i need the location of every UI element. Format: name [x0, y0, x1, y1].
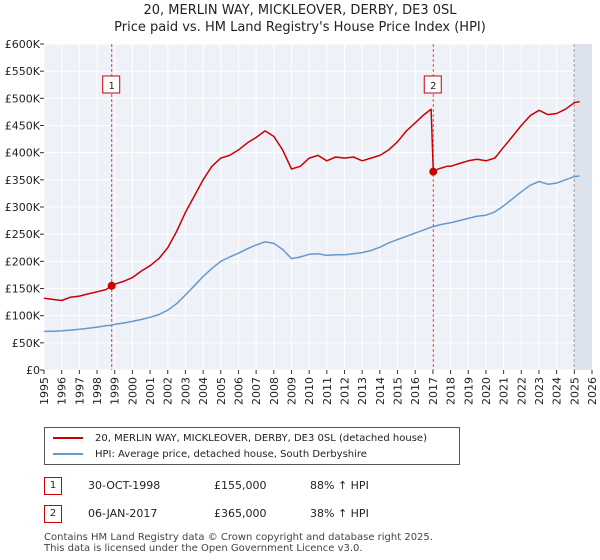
legend-hpi-label: HPI: Average price, detached house, Sout…	[95, 448, 367, 460]
x-tick-label: 2021	[498, 377, 511, 405]
sale-badge-2: 2	[44, 505, 62, 523]
sale-points	[107, 167, 438, 290]
x-tick-label: 2009	[285, 377, 298, 405]
x-tick-label: 2006	[232, 377, 245, 405]
sale-hpi-change-1: 88% ↑ HPI	[310, 479, 369, 492]
footer-attribution: Contains HM Land Registry data © Crown c…	[44, 532, 433, 554]
y-tick-label: £550K	[5, 65, 41, 78]
price-chart: £0 £50K £100K £150K £200K £250K £300K £350K £400…	[5, 38, 599, 405]
gridlines	[43, 43, 593, 371]
y-axis: £0 £50K £100K £150K £200K £250K £300K £350K £400…	[5, 38, 44, 377]
y-tick-label: £500K	[5, 92, 41, 105]
sale-row-2: 2 06-JAN-2017 £365,000 38% ↑ HPI	[44, 505, 584, 525]
legend-property-label: 20, MERLIN WAY, MICKLEOVER, DERBY, DE3 0…	[95, 432, 427, 444]
y-tick-label: £300K	[5, 201, 41, 214]
property-series-line	[43, 100, 580, 302]
chart-title-line2: Price paid vs. HM Land Registry's House …	[114, 20, 486, 35]
x-tick-label: 2010	[303, 377, 316, 405]
footer-line-2: This data is licensed under the Open Gov…	[44, 543, 363, 554]
sale-hpi-change-2: 38% ↑ HPI	[310, 507, 369, 520]
sale-date-1: 30-OCT-1998	[88, 479, 161, 492]
x-tick-label: 1999	[109, 377, 122, 405]
x-tick-label: 1997	[73, 377, 86, 405]
legend-item-hpi: HPI: Average price, detached house, Sout…	[53, 446, 367, 462]
sale-annotation-label-1: 1	[109, 81, 115, 92]
x-tick-label: 2004	[197, 377, 210, 405]
x-tick-label: 2016	[409, 377, 422, 405]
legend-hpi-swatch	[53, 453, 83, 455]
y-tick-label: £50K	[12, 337, 41, 350]
y-tick-label: £100K	[5, 310, 41, 323]
x-tick-label: 2000	[126, 377, 139, 405]
y-tick-label: £600K	[5, 38, 41, 51]
x-tick-label: 2014	[374, 377, 387, 405]
y-tick-label: £0	[26, 364, 40, 377]
x-tick-label: 2025	[568, 377, 581, 405]
footer-line-1: Contains HM Land Registry data © Crown c…	[44, 532, 433, 543]
x-tick-label: 2020	[480, 377, 493, 405]
x-axis: 1995 1996 1997 1998 1999 2000 2001 2002 2003 2004…	[38, 370, 599, 405]
x-tick-label: 2005	[215, 377, 228, 405]
x-tick-label: 2008	[268, 377, 281, 405]
sale-badge-1: 1	[44, 477, 62, 495]
sale-point-1	[107, 281, 116, 290]
y-tick-label: £400K	[5, 147, 41, 160]
x-tick-label: 2015	[392, 377, 405, 405]
sale-annotation-box-1	[102, 75, 121, 94]
sale-date-2: 06-JAN-2017	[88, 507, 158, 520]
sale-annotation-2: 2	[423, 75, 442, 94]
x-tick-label: 2002	[162, 377, 175, 405]
x-tick-label: 2007	[250, 377, 263, 405]
forecast-shading	[574, 44, 592, 370]
x-tick-label: 2011	[321, 377, 334, 405]
legend-property-swatch	[53, 437, 83, 439]
x-tick-label: 1998	[91, 377, 104, 405]
x-tick-label: 2013	[356, 377, 369, 405]
y-tick-label: £250K	[5, 228, 41, 241]
x-tick-label: 2003	[179, 377, 192, 405]
x-tick-label: 2019	[462, 377, 475, 405]
sale-point-2	[429, 167, 438, 176]
x-tick-label: 2026	[586, 377, 599, 405]
sale-annotation-1: 1	[102, 75, 121, 94]
series-layer	[43, 100, 580, 333]
x-tick-label: 2023	[533, 377, 546, 405]
sale-price-1: £155,000	[214, 479, 267, 492]
sale-price-2: £365,000	[214, 507, 267, 520]
sale-annotation-box-2	[423, 75, 442, 94]
x-tick-label: 2024	[551, 377, 564, 405]
y-tick-label: £200K	[5, 255, 41, 268]
y-tick-label: £150K	[5, 283, 41, 296]
chart-title-line1: 20, MERLIN WAY, MICKLEOVER, DERBY, DE3 0…	[143, 3, 457, 18]
x-tick-label: 2022	[515, 377, 528, 405]
x-tick-label: 1996	[56, 377, 69, 405]
legend-item-property: 20, MERLIN WAY, MICKLEOVER, DERBY, DE3 0…	[53, 430, 427, 446]
y-tick-label: £350K	[5, 174, 41, 187]
sale-lines	[111, 44, 434, 370]
x-tick-label: 2001	[144, 377, 157, 405]
y-tick-label: £450K	[5, 120, 41, 133]
x-tick-label: 2012	[339, 377, 352, 405]
hpi-series-line	[43, 175, 580, 333]
x-tick-label: 2018	[445, 377, 458, 405]
sale-annotation-label-2: 2	[430, 81, 436, 92]
sale-row-1: 1 30-OCT-1998 £155,000 88% ↑ HPI	[44, 477, 584, 497]
x-tick-label: 2017	[427, 377, 440, 405]
x-tick-label: 1995	[38, 377, 51, 405]
chart-legend: 20, MERLIN WAY, MICKLEOVER, DERBY, DE3 0…	[44, 427, 460, 465]
